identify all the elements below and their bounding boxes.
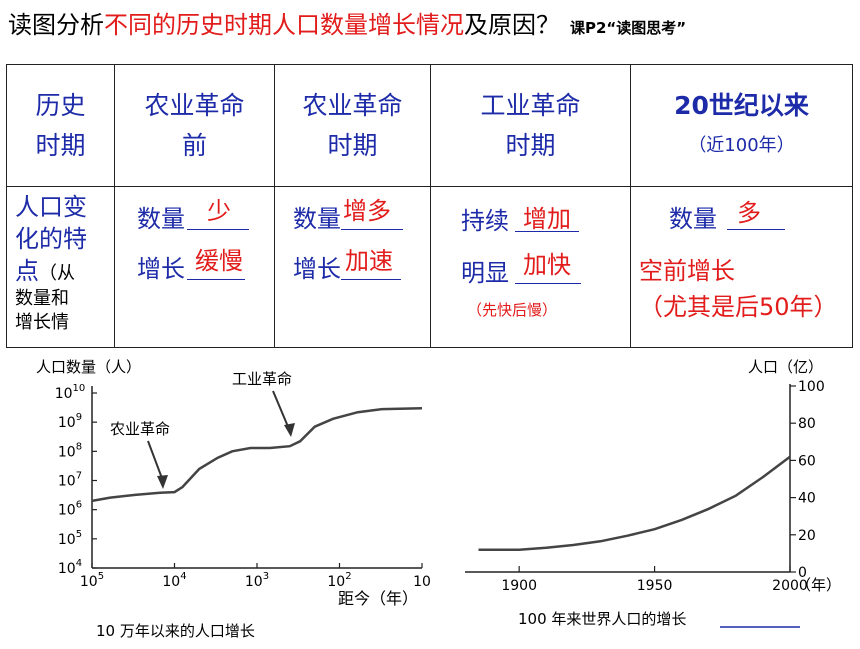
right-x-tick-label: 2000 xyxy=(772,578,808,594)
left-y-tick-label: 109 xyxy=(58,412,82,431)
header-text: 时期 xyxy=(505,130,556,160)
right-y-tick-label: 20 xyxy=(798,528,816,544)
quantity-answer: 多 xyxy=(737,199,761,227)
title-part3: 及原因？ xyxy=(464,11,560,39)
header-text: 20世纪以来 xyxy=(674,90,809,120)
growth-answer: 加速 xyxy=(345,247,393,275)
right-chart-ylabel: 人口（亿） xyxy=(748,358,823,376)
annotation-agricultural-revolution: 农业革命 xyxy=(110,420,170,438)
right-x-tick-label: 1950 xyxy=(637,578,673,594)
row-label-population-change: 人口变 化的特 点（从 数量和 增长情 xyxy=(6,186,115,348)
arrow-head-agricultural xyxy=(157,475,168,489)
trend-note: （先快后慢） xyxy=(467,301,558,319)
left-chart-title: 10 万年以来的人口增长 xyxy=(96,622,255,640)
left-x-tick-label: 105 xyxy=(80,571,104,590)
row-label-text: 化的特 xyxy=(15,225,87,253)
answer-underline xyxy=(341,229,403,230)
row-label-text: 人口变 xyxy=(15,193,87,221)
annotation-arrow-industrial xyxy=(272,390,290,430)
cell-agricultural: 数量 增多 增长 加速 xyxy=(274,186,431,348)
row-label-text: 点 xyxy=(15,257,39,285)
left-population-curve xyxy=(91,407,423,503)
right-y-tick-label: 100 xyxy=(798,379,825,395)
header-text: 时期 xyxy=(327,130,378,160)
right-chart-xlabel: （年） xyxy=(796,576,841,594)
right-y-tick-label: 40 xyxy=(798,491,816,507)
answer-underline xyxy=(187,229,249,230)
continuous-label: 持续 xyxy=(461,207,509,235)
left-y-tick-label: 106 xyxy=(58,500,82,519)
title-reference: 课P2“读图思考” xyxy=(570,19,687,37)
answer-underline xyxy=(727,229,785,230)
obvious-answer: 加快 xyxy=(523,251,571,279)
quantity-answer: 增多 xyxy=(343,197,391,225)
quantity-label: 数量 xyxy=(293,205,341,233)
growth-label: 增长 xyxy=(137,255,185,283)
cell-20th-century: 数量 多 空前增长 （尤其是后50年） xyxy=(630,186,853,348)
page-title: 读图分析不同的历史时期人口数量增长情况及原因？ 课P2“读图思考” xyxy=(8,10,686,43)
answer-underline xyxy=(341,279,401,280)
obvious-label: 明显 xyxy=(461,259,509,287)
header-text: 历史 xyxy=(35,90,86,120)
header-text: （近100年） xyxy=(688,134,795,156)
annotation-arrow-agricultural xyxy=(147,440,164,482)
title-highlight: 不同的历史时期人口数量增长情况 xyxy=(104,11,464,39)
answer-underline xyxy=(515,283,581,284)
header-agricultural: 农业革命 时期 xyxy=(274,64,431,187)
header-industrial: 工业革命 时期 xyxy=(430,64,631,187)
right-y-tick-label: 60 xyxy=(798,453,816,469)
header-20th-century: 20世纪以来 （近100年） xyxy=(630,64,853,187)
right-population-curve xyxy=(478,455,791,551)
header-text: 前 xyxy=(181,130,207,160)
quantity-label: 数量 xyxy=(137,205,185,233)
recent-50-years-note: （尤其是后50年） xyxy=(639,293,838,321)
continuous-answer: 增加 xyxy=(523,205,571,233)
left-y-tick-label: 104 xyxy=(58,558,82,577)
growth-answer: 缓慢 xyxy=(195,247,243,275)
period-table: 历史 时期 农业革命 前 农业革命 时期 工业革命 时期 20世纪以来 （近10… xyxy=(6,64,853,348)
header-text: 农业革命 xyxy=(302,90,403,120)
left-chart-ylabel: 人口数量（人） xyxy=(36,358,141,376)
unprecedented-growth: 空前增长 xyxy=(639,257,735,285)
cell-industrial: 持续 增加 明显 加快 （先快后慢） xyxy=(430,186,631,348)
left-x-tick-label: 10 xyxy=(413,574,431,590)
row-label-text: （从 xyxy=(39,263,75,284)
right-chart: 人口（亿） 0 20 40 60 80 100 1900 1950 2000 （年） 100 年… xyxy=(465,358,841,628)
row-label-text: 增长情 xyxy=(15,312,69,333)
left-x-tick-label: 102 xyxy=(327,571,351,590)
left-y-tick-label: 1010 xyxy=(55,383,86,402)
annotation-industrial-revolution: 工业革命 xyxy=(232,370,292,388)
header-history-period: 历史 时期 xyxy=(6,64,115,187)
header-text: 时期 xyxy=(35,130,86,160)
quantity-answer: 少 xyxy=(207,197,231,225)
header-text: 工业革命 xyxy=(480,90,581,120)
answer-underline xyxy=(515,231,579,232)
right-ticks: 0 20 40 60 80 100 1900 1950 2000 xyxy=(501,379,824,594)
answer-underline xyxy=(187,279,245,280)
right-x-tick-label: 1900 xyxy=(501,578,537,594)
quantity-label: 数量 xyxy=(669,205,717,233)
left-y-tick-label: 107 xyxy=(58,471,82,490)
left-y-tick-label: 108 xyxy=(58,441,82,460)
header-pre-agricultural: 农业革命 前 xyxy=(114,64,275,187)
left-x-tick-label: 104 xyxy=(162,571,186,590)
left-chart-xlabel: 距今（年） xyxy=(338,589,418,608)
right-y-tick-label: 0 xyxy=(798,565,807,581)
cell-pre-agricultural: 数量 少 增长 缓慢 xyxy=(114,186,275,348)
right-chart-title: 100 年来世界人口的增长 xyxy=(518,610,686,628)
left-y-tick-label: 105 xyxy=(58,529,82,548)
right-y-tick-label: 80 xyxy=(798,416,816,432)
left-x-tick-label: 103 xyxy=(245,571,269,590)
header-text: 农业革命 xyxy=(144,90,245,120)
arrow-head-industrial xyxy=(284,423,295,437)
title-part1: 读图分析 xyxy=(8,11,104,39)
growth-label: 增长 xyxy=(293,255,341,283)
row-label-text: 数量和 xyxy=(15,288,69,309)
charts-region: 人口数量（人） 104 105 106 107 108 109 1010 105 104 103 1… xyxy=(0,348,860,645)
